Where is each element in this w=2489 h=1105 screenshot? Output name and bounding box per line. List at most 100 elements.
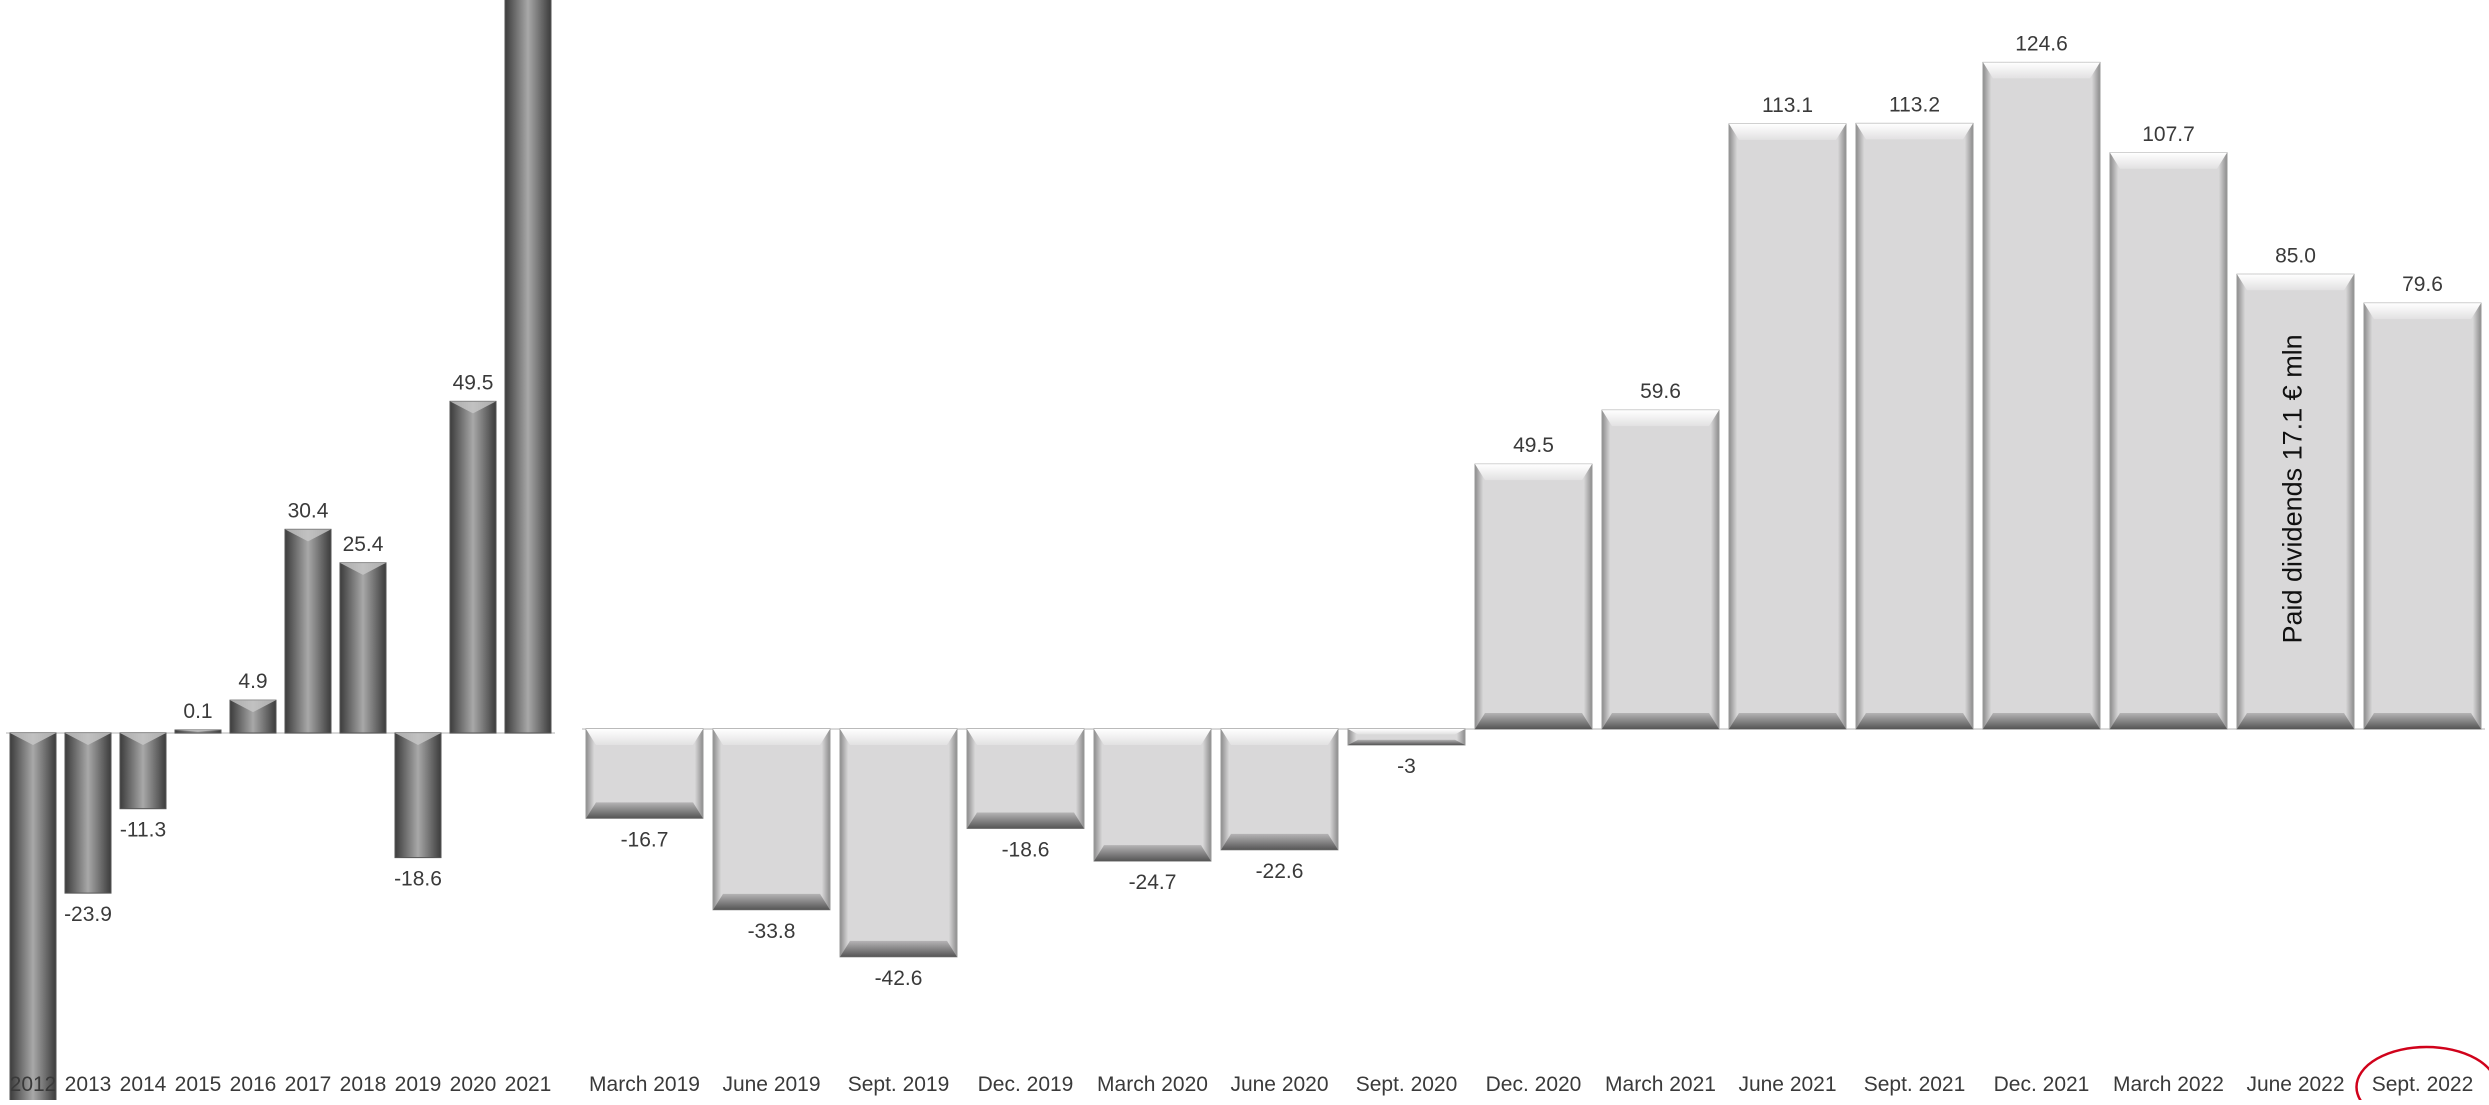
value-label: 107.7 bbox=[2142, 123, 2195, 146]
bar-bevel-bottom bbox=[1221, 834, 1338, 850]
category-label: June 2021 bbox=[1738, 1073, 1836, 1096]
value-label: -23.9 bbox=[64, 903, 112, 926]
value-label: 49.5 bbox=[1513, 434, 1554, 457]
bar-bevel-top bbox=[713, 729, 830, 745]
bar-bevel-bottom bbox=[1856, 713, 1973, 729]
bar-bevel-top bbox=[840, 729, 957, 745]
bar bbox=[340, 563, 386, 733]
value-label: -18.6 bbox=[1002, 839, 1050, 862]
bar-bevel-bottom bbox=[2237, 713, 2354, 729]
value-label: -18.6 bbox=[394, 868, 442, 891]
bar bbox=[10, 733, 56, 1100]
bar-bevel-bottom bbox=[1094, 845, 1211, 861]
bar-bevel-top bbox=[967, 729, 1084, 745]
value-label: 59.6 bbox=[1640, 380, 1681, 403]
bar bbox=[65, 733, 111, 893]
bar bbox=[1983, 62, 2100, 729]
value-label: -42.6 bbox=[875, 967, 923, 990]
value-label: 85.0 bbox=[2275, 244, 2316, 267]
bar bbox=[1221, 729, 1338, 850]
category-label: 2018 bbox=[340, 1073, 387, 1096]
bar bbox=[2364, 303, 2481, 729]
bar-bevel-top bbox=[2237, 274, 2354, 290]
bar-bevel-bottom bbox=[1475, 713, 1592, 729]
value-label: 124.6 bbox=[2015, 32, 2068, 55]
bar bbox=[1729, 124, 1846, 729]
category-label: June 2022 bbox=[2246, 1073, 2344, 1096]
bar bbox=[1602, 410, 1719, 729]
category-label: Dec. 2020 bbox=[1486, 1073, 1582, 1096]
bar bbox=[450, 401, 496, 733]
category-label: Dec. 2019 bbox=[978, 1073, 1074, 1096]
category-label: 2013 bbox=[65, 1073, 112, 1096]
category-label: 2015 bbox=[175, 1073, 222, 1096]
category-label: Sept. 2020 bbox=[1356, 1073, 1458, 1096]
category-label: June 2020 bbox=[1230, 1073, 1328, 1096]
bar-bevel-top bbox=[1856, 123, 1973, 139]
value-label: 4.9 bbox=[238, 670, 267, 693]
category-label: 2021 bbox=[505, 1073, 552, 1096]
bar-bevel-bottom bbox=[586, 802, 703, 818]
category-label: 2017 bbox=[285, 1073, 332, 1096]
category-label: March 2021 bbox=[1605, 1073, 1716, 1096]
bar-bevel-top bbox=[2364, 303, 2481, 319]
bar-bevel-bottom bbox=[1348, 740, 1465, 745]
value-label: -22.6 bbox=[1256, 860, 1304, 883]
bar-bevel-top bbox=[2110, 153, 2227, 169]
category-label: Dec. 2021 bbox=[1994, 1073, 2090, 1096]
bar-bevel-top bbox=[586, 729, 703, 745]
value-label: 79.6 bbox=[2402, 273, 2443, 296]
bar-bevel-bottom bbox=[1729, 713, 1846, 729]
value-label: 30.4 bbox=[288, 499, 329, 522]
category-label: March 2019 bbox=[589, 1073, 700, 1096]
value-label: -24.7 bbox=[1129, 871, 1177, 894]
bar bbox=[840, 729, 957, 957]
bar-bevel-bottom bbox=[1983, 713, 2100, 729]
bar-bevel-bottom bbox=[967, 813, 1084, 829]
bar-bevel-top bbox=[1221, 729, 1338, 745]
value-label: -16.7 bbox=[621, 828, 669, 851]
chart-panel-0: -56.22012-23.92013-11.320140.120154.9201… bbox=[6, 0, 555, 1100]
category-label: 2019 bbox=[395, 1073, 442, 1096]
category-label: March 2020 bbox=[1097, 1073, 1208, 1096]
value-label: -11.3 bbox=[120, 819, 166, 842]
value-label: 113.2 bbox=[1889, 93, 1940, 116]
bar bbox=[285, 529, 331, 733]
value-label: 0.1 bbox=[183, 700, 212, 723]
category-label: Sept. 2022 bbox=[2372, 1073, 2474, 1096]
annotations-layer: Paid dividends 17.1 € mln bbox=[2278, 334, 2308, 643]
bar bbox=[505, 0, 551, 733]
bar-bevel-bottom bbox=[2364, 713, 2481, 729]
bar-bevel-bottom bbox=[840, 941, 957, 957]
bar-bevel-top bbox=[1729, 124, 1846, 140]
category-label: March 2022 bbox=[2113, 1073, 2224, 1096]
category-label: Sept. 2021 bbox=[1864, 1073, 1966, 1096]
bar bbox=[2110, 153, 2227, 729]
value-label: 49.5 bbox=[453, 371, 494, 394]
bar-bevel-top bbox=[1348, 729, 1465, 734]
bar-bevel-bottom bbox=[713, 894, 830, 910]
bar-bevel-bottom bbox=[1602, 713, 1719, 729]
value-label: -3 bbox=[1397, 755, 1416, 778]
bar-bevel-top bbox=[1094, 729, 1211, 745]
value-label: 25.4 bbox=[343, 533, 384, 556]
category-label: 2012 bbox=[10, 1073, 57, 1096]
category-label: June 2019 bbox=[722, 1073, 820, 1096]
category-label: 2016 bbox=[230, 1073, 277, 1096]
bar-bevel-top bbox=[1475, 464, 1592, 480]
bar bbox=[395, 733, 441, 858]
category-label: Sept. 2019 bbox=[848, 1073, 950, 1096]
category-label: 2020 bbox=[450, 1073, 497, 1096]
value-label: -33.8 bbox=[748, 920, 796, 943]
category-label: 2014 bbox=[120, 1073, 167, 1096]
bar bbox=[713, 729, 830, 910]
bar-bevel-top bbox=[1983, 62, 2100, 78]
bar-bevel-bottom bbox=[2110, 713, 2227, 729]
chart-panel-1: -16.7 March 2019 -33.8 June 2019 -42.6 Sept. … bbox=[582, 32, 2489, 1100]
value-label: 113.1 bbox=[1762, 94, 1813, 117]
bar-bevel-top bbox=[1602, 410, 1719, 426]
dividend-annotation: Paid dividends 17.1 € mln bbox=[2278, 334, 2308, 643]
bar bbox=[1856, 123, 1973, 729]
